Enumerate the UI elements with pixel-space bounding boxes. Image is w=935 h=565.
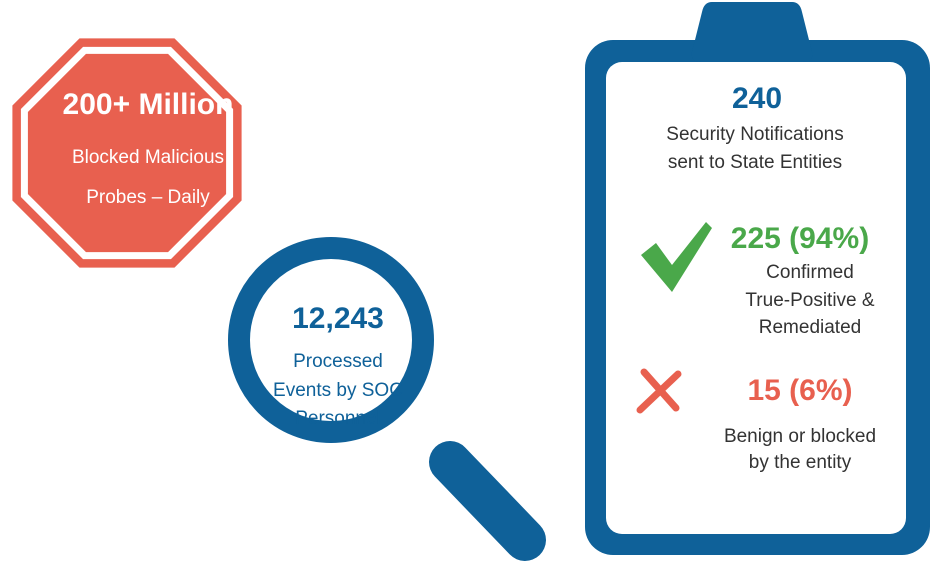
clipboard-clip xyxy=(691,2,813,62)
magnifier-line: Events by SOC xyxy=(273,380,403,401)
magnifier-headline: 12,243 xyxy=(292,302,384,335)
magnifier-handle xyxy=(429,441,546,561)
magnifier-line: Personnel xyxy=(295,408,381,429)
clipboard-paper xyxy=(606,62,906,534)
benign-headline: 15 (6%) xyxy=(747,374,852,407)
confirmed-line: True-Positive & xyxy=(745,290,874,311)
magnifier-lens xyxy=(228,237,434,443)
stop-sign xyxy=(12,38,242,268)
check-icon xyxy=(641,222,712,292)
benign-line: by the entity xyxy=(749,452,852,473)
clipboard-line: sent to State Entities xyxy=(668,152,842,173)
clipboard-line: Security Notifications xyxy=(666,124,843,145)
magnifier-line: Processed xyxy=(293,351,383,372)
benign-line: Benign or blocked xyxy=(724,426,876,447)
confirmed-line: Confirmed xyxy=(766,262,854,283)
cross-icon xyxy=(636,368,682,414)
stop-line: Blocked Malicious xyxy=(72,147,224,168)
stop-line: Probes – Daily xyxy=(86,187,210,208)
stop-sign-ring xyxy=(20,46,234,260)
confirmed-line: Remediated xyxy=(759,317,861,338)
clipboard-headline: 240 xyxy=(732,82,782,115)
confirmed-headline: 225 (94%) xyxy=(731,222,869,255)
stop-headline: 200+ Million xyxy=(63,88,234,121)
